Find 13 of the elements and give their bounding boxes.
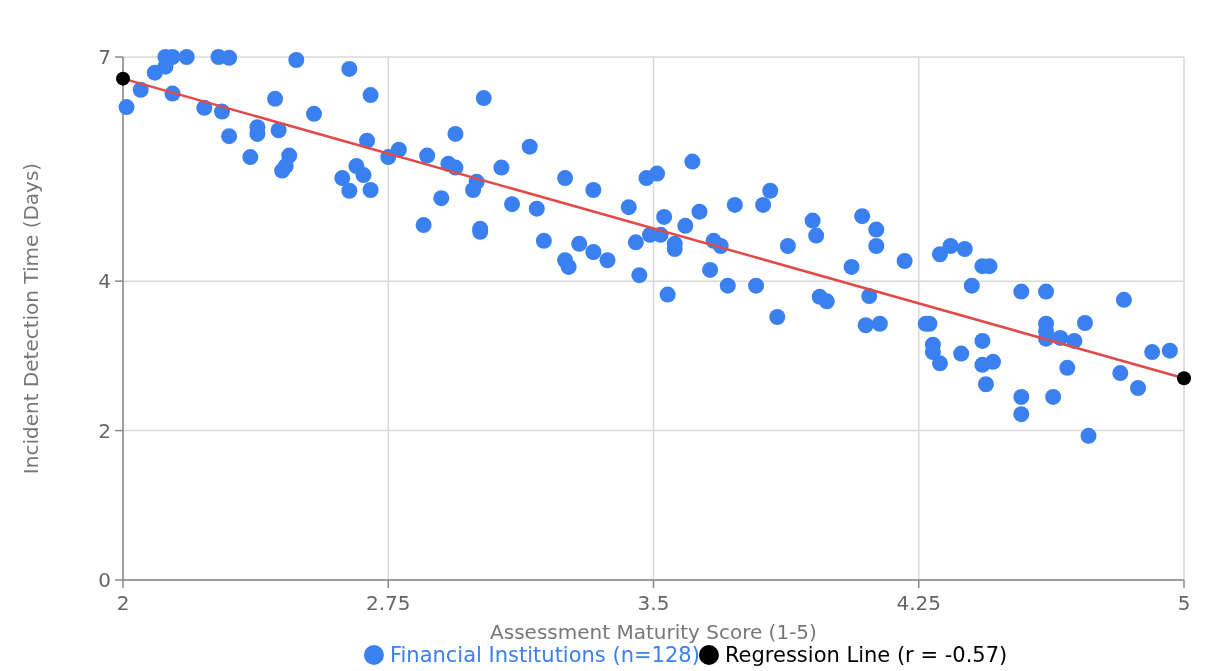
x-tick-label: 4.25 [896, 591, 942, 615]
x-tick-label: 3.5 [637, 591, 670, 615]
y-tick-label: 0 [98, 568, 111, 592]
y-tick-label: 7 [98, 45, 111, 69]
x-tick-label: 2 [116, 591, 130, 615]
legend-label: Regression Line (r = -0.57) [724, 643, 1008, 668]
x-axis-title: Assessment Maturity Score (1-5) [490, 620, 817, 644]
legend-label: Financial Institutions (n=128) [389, 643, 700, 668]
y-tick-label: 4 [98, 269, 111, 294]
x-tick-label: 2.75 [365, 591, 411, 615]
x-tick-label: 5 [1177, 591, 1191, 615]
y-axis-title: Incident Detection Time (Days) [19, 162, 43, 475]
y-tick-label: 2 [98, 418, 111, 443]
